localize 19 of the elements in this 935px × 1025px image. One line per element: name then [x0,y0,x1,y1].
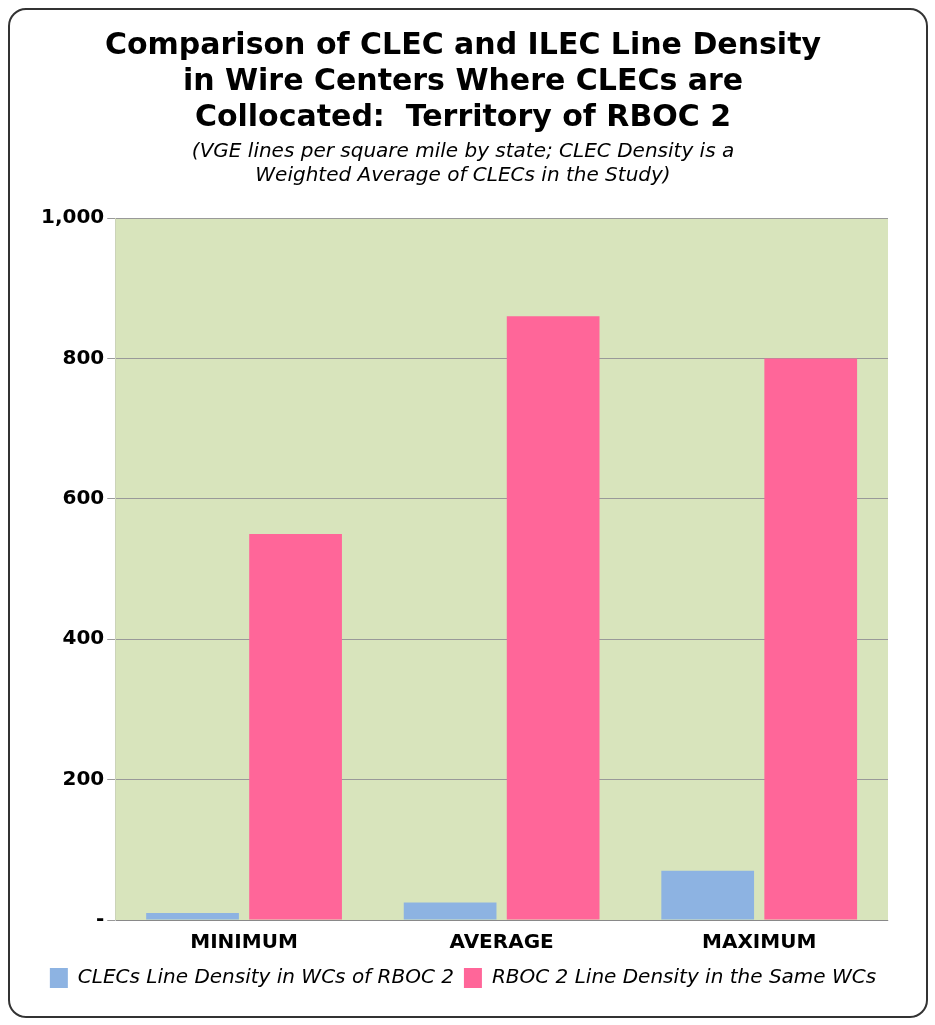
bar [506,316,600,920]
chart-subtitle: (VGE lines per square mile by state; CLEC Density is a Weighted Average of CLECs in the Study) [191,138,735,187]
legend-label: RBOC 2 Line Density in the Same WCs [491,964,877,989]
bar [661,870,755,920]
x-tick-label: MAXIMUM [702,929,817,954]
x-tick-label: MINIMUM [190,929,298,954]
y-tick-label: 600 [62,485,105,509]
y-tick-label: 200 [62,765,105,790]
bar [403,902,497,920]
bar [764,358,858,920]
y-tick-label: 400 [62,625,105,650]
x-tick-label: AVERAGE [449,929,554,954]
y-tick-label: 1,000 [41,204,105,229]
y-tick-label: - [95,906,105,931]
bar [249,533,342,920]
chart-title: Comparison of CLEC and ILEC Line Density in Wire Centers Where CLECs are Collocated: Territory of RBOC 2 [104,25,822,133]
y-tick-label: 800 [62,344,105,369]
legend-label: CLECs Line Density in WCs of RBOC 2 [77,964,454,989]
bar [146,912,239,920]
